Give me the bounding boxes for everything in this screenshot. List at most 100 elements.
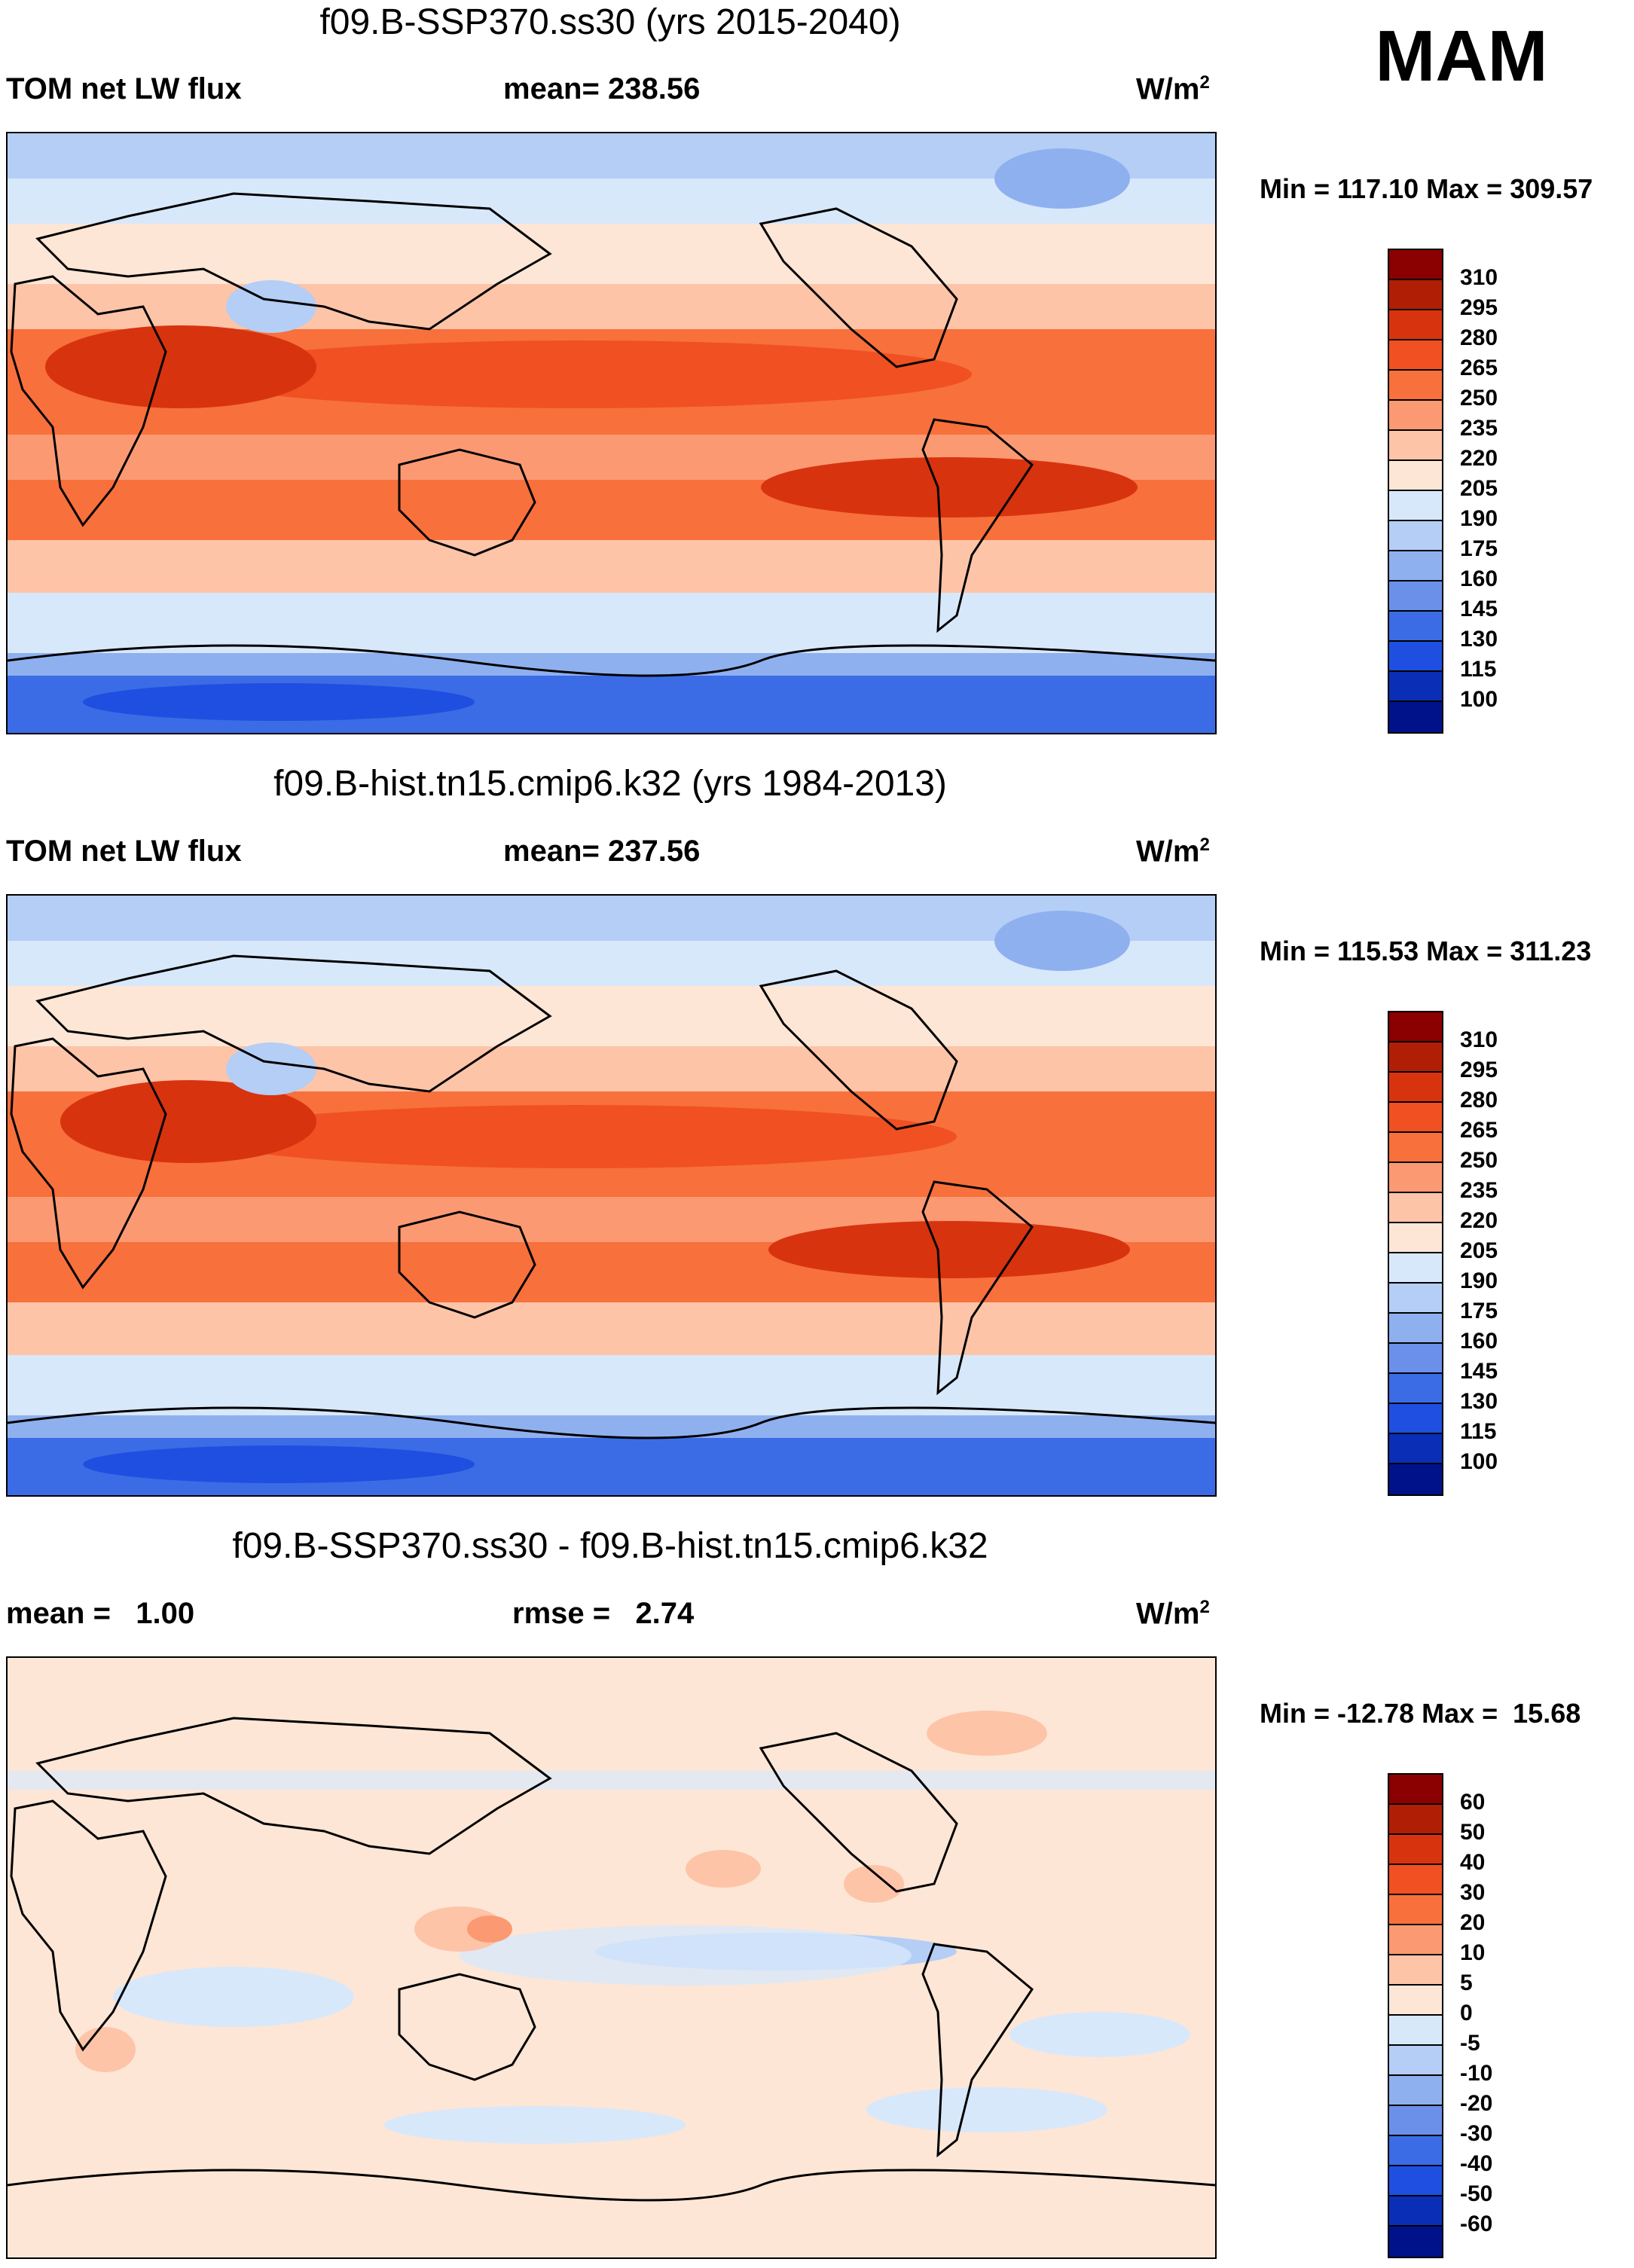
colorbar-cell [1389, 612, 1442, 642]
panel1-variable-label: TOM net LW flux [6, 72, 242, 105]
panel2-map-svg [8, 896, 1215, 1495]
panel3-map-svg [8, 1658, 1215, 2257]
panel1-colorbar-tick: 235 [1460, 416, 1498, 441]
panel2-colorbar-tick: 280 [1460, 1088, 1498, 1113]
panel2-colorbar-tick: 160 [1460, 1329, 1498, 1354]
colorbar-cell [1389, 1805, 1442, 1835]
panel2-mean-label: mean= 237.56 [503, 835, 701, 868]
colorbar-cell [1389, 1464, 1442, 1494]
panel1-colorbar-tick: 130 [1460, 627, 1498, 652]
colorbar-cell [1389, 2016, 1442, 2046]
colorbar-cell [1389, 1314, 1442, 1344]
panel2-colorbar-tick: 295 [1460, 1058, 1498, 1082]
panel2-title: f09.B-hist.tn15.cmip6.k32 (yrs 1984-2013… [273, 764, 947, 804]
colorbar-cell [1389, 702, 1442, 732]
colorbar-cell [1389, 250, 1442, 280]
colorbar-cell [1389, 1103, 1442, 1133]
panel1-map [6, 132, 1217, 734]
panel3-colorbar-tick: 40 [1460, 1850, 1486, 1875]
panel3-title: f09.B-SSP370.ss30 - f09.B-hist.tn15.cmip… [232, 1526, 988, 1566]
panel3-colorbar-tick: -30 [1460, 2121, 1493, 2146]
panel2-colorbar [1388, 1011, 1443, 1496]
colorbar-cell [1389, 1253, 1442, 1284]
panel1-colorbar-tick: 280 [1460, 325, 1498, 350]
colorbar-cell [1389, 1073, 1442, 1103]
panel2-colorbar-tick: 310 [1460, 1027, 1498, 1052]
colorbar-cell [1389, 1223, 1442, 1253]
colorbar-cell [1389, 340, 1442, 371]
colorbar-cell [1389, 1404, 1442, 1434]
colorbar-cell [1389, 2076, 1442, 2106]
panel3-colorbar-tick: 30 [1460, 1880, 1486, 1905]
colorbar-cell [1389, 551, 1442, 581]
panel2-colorbar-tick: 130 [1460, 1389, 1498, 1414]
panel3-colorbar-tick: -20 [1460, 2091, 1493, 2116]
colorbar-cell [1389, 401, 1442, 431]
colorbar-cell [1389, 2046, 1442, 2076]
panel1-colorbar-tick: 265 [1460, 356, 1498, 380]
colorbar-cell [1389, 371, 1442, 401]
panel3-colorbar-tick: -10 [1460, 2061, 1493, 2086]
panel1-colorbar-tick: 220 [1460, 446, 1498, 471]
colorbar-cell [1389, 1835, 1442, 1865]
panel1-colorbar-tick: 190 [1460, 506, 1498, 531]
colorbar-cell [1389, 1042, 1442, 1073]
panel1-colorbar-tick: 160 [1460, 566, 1498, 591]
colorbar-cell [1389, 310, 1442, 340]
panel1-colorbar-tick: 295 [1460, 295, 1498, 320]
colorbar-cell [1389, 672, 1442, 702]
panel3-colorbar-tick: 50 [1460, 1820, 1486, 1845]
panel3-colorbar-tick: -5 [1460, 2031, 1480, 2056]
colorbar-cell [1389, 521, 1442, 551]
panel2-colorbar-tick: 250 [1460, 1148, 1498, 1173]
colorbar-cell [1389, 2166, 1442, 2196]
colorbar-cell [1389, 581, 1442, 612]
panel2-colorbar-tick: 175 [1460, 1299, 1498, 1323]
panel2-map [6, 894, 1217, 1497]
colorbar-cell [1389, 2136, 1442, 2166]
panel1-colorbar-tick: 175 [1460, 536, 1498, 561]
panel1-colorbar-tick: 100 [1460, 687, 1498, 712]
panel3-colorbar-tick: 0 [1460, 2001, 1473, 2025]
colorbar-cell [1389, 431, 1442, 461]
panel3-colorbar-tick: -60 [1460, 2212, 1493, 2236]
panel3-colorbar [1388, 1773, 1443, 2258]
colorbar-cell [1389, 1895, 1442, 1925]
panel1-map-svg [8, 133, 1215, 733]
panel1-colorbar-tick: 205 [1460, 476, 1498, 501]
colorbar-cell [1389, 491, 1442, 521]
panel1-mean-label: mean= 238.56 [503, 72, 701, 105]
colorbar-cell [1389, 461, 1442, 491]
panel2-colorbar-tick: 205 [1460, 1238, 1498, 1263]
colorbar-cell [1389, 642, 1442, 672]
panel3-map [6, 1656, 1217, 2259]
panel1-colorbar [1388, 249, 1443, 734]
colorbar-cell [1389, 1986, 1442, 2016]
panel3-colorbar-tick: 5 [1460, 1970, 1473, 1995]
colorbar-cell [1389, 2106, 1442, 2136]
panel3-colorbar-tick: 60 [1460, 1790, 1486, 1815]
colorbar-cell [1389, 2196, 1442, 2227]
panel3-rmse-label: rmse = 2.74 [512, 1597, 695, 1630]
colorbar-cell [1389, 1193, 1442, 1223]
panel2-colorbar-tick: 235 [1460, 1178, 1498, 1203]
panel1-colorbar-tick: 250 [1460, 386, 1498, 411]
panel3-colorbar-tick: -40 [1460, 2151, 1493, 2176]
colorbar-cell [1389, 1865, 1442, 1895]
panel3-mean-label: mean = 1.00 [6, 1597, 195, 1630]
panel1-title: f09.B-SSP370.ss30 (yrs 2015-2040) [319, 2, 901, 42]
colorbar-cell [1389, 1133, 1442, 1163]
panel1-colorbar-tick: 310 [1460, 265, 1498, 290]
panel3-colorbar-tick: -50 [1460, 2181, 1493, 2206]
panel3-minmax: Min = -12.78 Max = 15.68 [1260, 1698, 1581, 1729]
colorbar-cell [1389, 1344, 1442, 1374]
colorbar-cell [1389, 1163, 1442, 1193]
panel3-colorbar-tick: 10 [1460, 1940, 1486, 1965]
panel2-colorbar-tick: 100 [1460, 1449, 1498, 1474]
panel2-minmax: Min = 115.53 Max = 311.23 [1260, 936, 1592, 966]
panel2-colorbar-tick: 265 [1460, 1118, 1498, 1143]
season-label: MAM [1375, 16, 1548, 96]
panel2-colorbar-tick: 190 [1460, 1268, 1498, 1293]
panel1-colorbar-tick: 115 [1460, 657, 1497, 682]
colorbar-cell [1389, 1374, 1442, 1404]
